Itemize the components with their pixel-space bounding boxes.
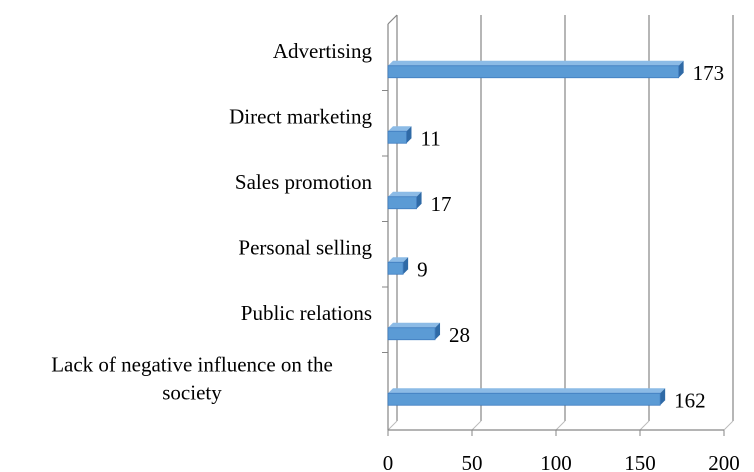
bar (387, 196, 417, 210)
data-label: 11 (420, 126, 440, 150)
y-axis-top (387, 14, 398, 25)
bar (387, 327, 436, 341)
bar-top (388, 388, 666, 394)
y-tick-label: Personal selling (238, 235, 372, 259)
x-tick-label: 50 (462, 451, 483, 472)
bar-side (416, 191, 422, 209)
data-label: 173 (693, 61, 725, 85)
bar-side (678, 60, 684, 78)
bar (387, 261, 404, 275)
bar (387, 392, 661, 406)
y-tick-label: Direct marketing (229, 104, 372, 128)
floor-edge (723, 420, 734, 431)
data-label: 162 (674, 388, 706, 412)
bar-top (388, 60, 684, 66)
x-tick-label: 200 (708, 451, 740, 472)
floor-edge (387, 420, 398, 431)
x-tick-label: 150 (624, 451, 656, 472)
floor-edge (471, 420, 482, 431)
bar-side (403, 257, 409, 275)
floor-edge (555, 420, 566, 431)
bar-top (388, 191, 422, 197)
y-tick-label: Advertising (273, 39, 373, 63)
bar (387, 65, 680, 79)
data-label: 17 (431, 192, 452, 216)
bar (387, 130, 407, 144)
bar-top (388, 322, 441, 328)
data-label: 28 (449, 323, 470, 347)
bar-side (406, 126, 412, 144)
floor-edge (639, 420, 650, 431)
bar-side (660, 388, 666, 406)
bar-top (388, 126, 412, 132)
x-tick-label: 0 (383, 451, 394, 472)
x-tick-label: 100 (540, 451, 572, 472)
data-label: 9 (417, 257, 428, 281)
y-tick-label: Sales promotion (235, 170, 373, 194)
y-tick-label: Lack of negative influence on the society (51, 352, 333, 404)
bar-top (388, 257, 409, 263)
y-tick-label: Public relations (241, 301, 372, 325)
bar-side (435, 322, 441, 340)
